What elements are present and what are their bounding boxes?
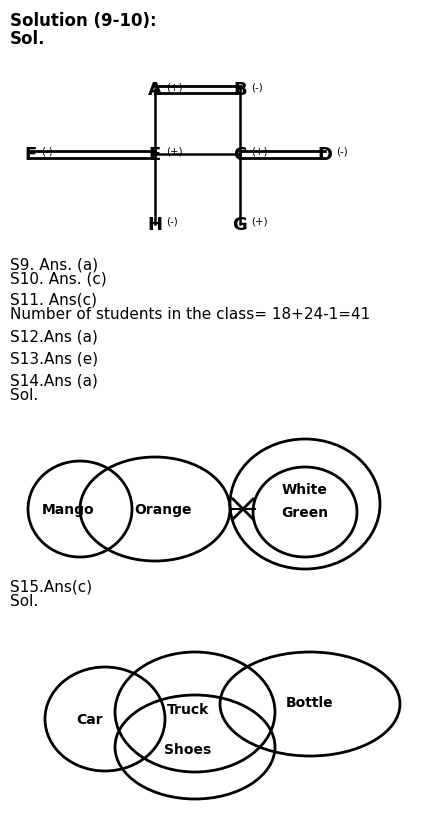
Text: G: G xyxy=(232,216,248,234)
Text: Number of students in the class= 18+24-1=41: Number of students in the class= 18+24-1… xyxy=(10,307,370,322)
Text: Mango: Mango xyxy=(42,502,94,516)
Text: F: F xyxy=(24,146,36,164)
Text: Shoes: Shoes xyxy=(164,742,212,756)
Text: (-): (-) xyxy=(41,147,53,157)
Text: (+): (+) xyxy=(251,217,268,227)
Text: White: White xyxy=(282,482,328,496)
Text: Car: Car xyxy=(77,712,103,726)
Text: Sol.: Sol. xyxy=(10,388,38,403)
Text: S10. Ans. (c): S10. Ans. (c) xyxy=(10,272,107,287)
Text: Orange: Orange xyxy=(134,502,192,516)
Text: C: C xyxy=(233,146,247,164)
Text: Truck: Truck xyxy=(167,702,209,716)
Text: Sol.: Sol. xyxy=(10,593,38,609)
Text: Green: Green xyxy=(281,505,328,519)
Text: (-): (-) xyxy=(336,147,348,157)
Text: Solution (9-10):: Solution (9-10): xyxy=(10,12,157,30)
Text: (-): (-) xyxy=(251,82,263,92)
Text: (-): (-) xyxy=(166,217,178,227)
Text: S15.Ans(c): S15.Ans(c) xyxy=(10,579,92,595)
Text: S14.Ans (a): S14.Ans (a) xyxy=(10,374,98,389)
Text: (+): (+) xyxy=(251,147,268,157)
Text: B: B xyxy=(233,81,247,99)
Text: (+): (+) xyxy=(166,147,183,157)
Text: D: D xyxy=(317,146,333,164)
Text: S12.Ans (a): S12.Ans (a) xyxy=(10,330,98,345)
Text: E: E xyxy=(149,146,161,164)
Text: H: H xyxy=(147,216,163,234)
Text: Sol.: Sol. xyxy=(10,30,45,48)
Text: S11. Ans(c): S11. Ans(c) xyxy=(10,293,97,308)
Text: (+): (+) xyxy=(166,82,183,92)
Text: S9. Ans. (a): S9. Ans. (a) xyxy=(10,258,98,273)
Text: Bottle: Bottle xyxy=(286,696,334,709)
Text: A: A xyxy=(148,81,162,99)
Text: S13.Ans (e): S13.Ans (e) xyxy=(10,351,98,366)
